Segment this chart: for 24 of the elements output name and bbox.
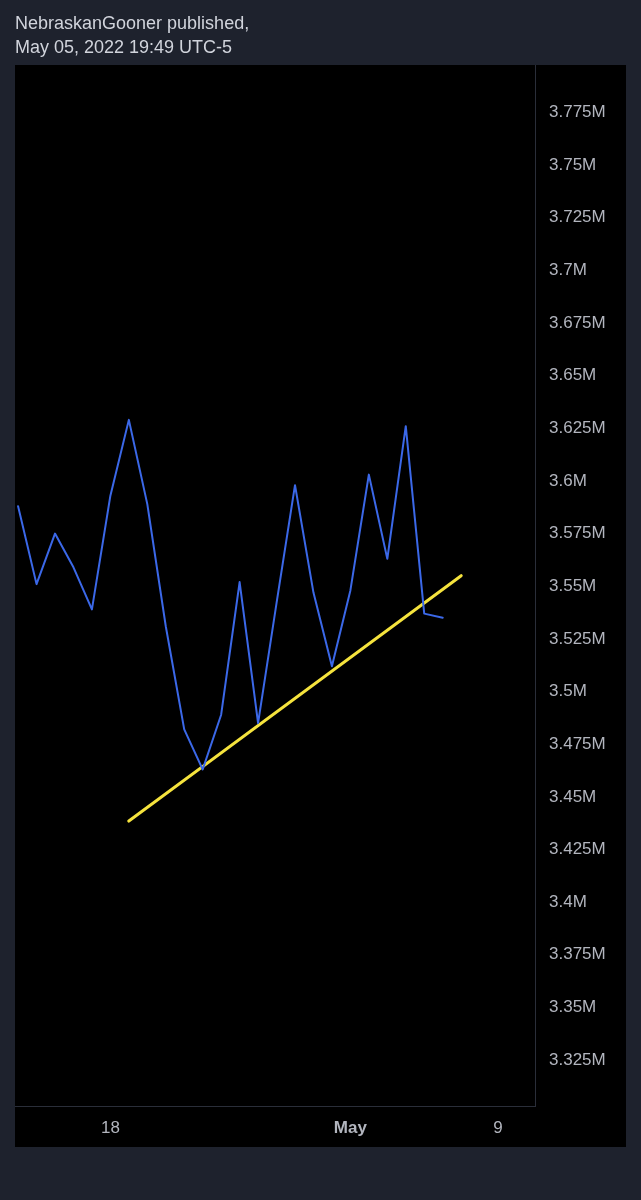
y-tick-label: 3.625M bbox=[549, 417, 606, 437]
y-tick-label: 3.4M bbox=[549, 891, 587, 911]
y-tick-label: 3.65M bbox=[549, 365, 597, 385]
y-tick-label: 3.725M bbox=[549, 207, 606, 227]
y-tick-label: 3.675M bbox=[549, 312, 606, 332]
x-tick-label: 18 bbox=[100, 1117, 120, 1137]
y-tick-label: 3.7M bbox=[549, 260, 587, 280]
y-tick-label: 3.375M bbox=[549, 944, 606, 964]
y-tick-label: 3.775M bbox=[549, 102, 606, 122]
y-tick-label: 3.6M bbox=[549, 470, 587, 490]
x-tick-label: May bbox=[333, 1117, 368, 1137]
y-tick-label: 3.525M bbox=[549, 628, 606, 648]
x-tick-label: 9 bbox=[493, 1117, 503, 1137]
chart-title: NebraskanGooner published, bbox=[15, 12, 250, 35]
y-tick-label: 3.575M bbox=[549, 523, 606, 543]
y-tick-label: 3.45M bbox=[549, 786, 597, 806]
y-tick-label: 3.35M bbox=[549, 997, 597, 1017]
y-tick-label: 3.425M bbox=[549, 839, 606, 859]
y-tick-label: 3.475M bbox=[549, 733, 606, 753]
chart-subtitle: May 05, 2022 19:49 UTC-5 bbox=[15, 36, 234, 59]
y-tick-label: 3.55M bbox=[549, 575, 597, 595]
y-tick-label: 3.5M bbox=[549, 681, 587, 701]
y-tick-label: 3.325M bbox=[549, 1049, 606, 1069]
y-tick-label: 3.75M bbox=[549, 154, 597, 174]
